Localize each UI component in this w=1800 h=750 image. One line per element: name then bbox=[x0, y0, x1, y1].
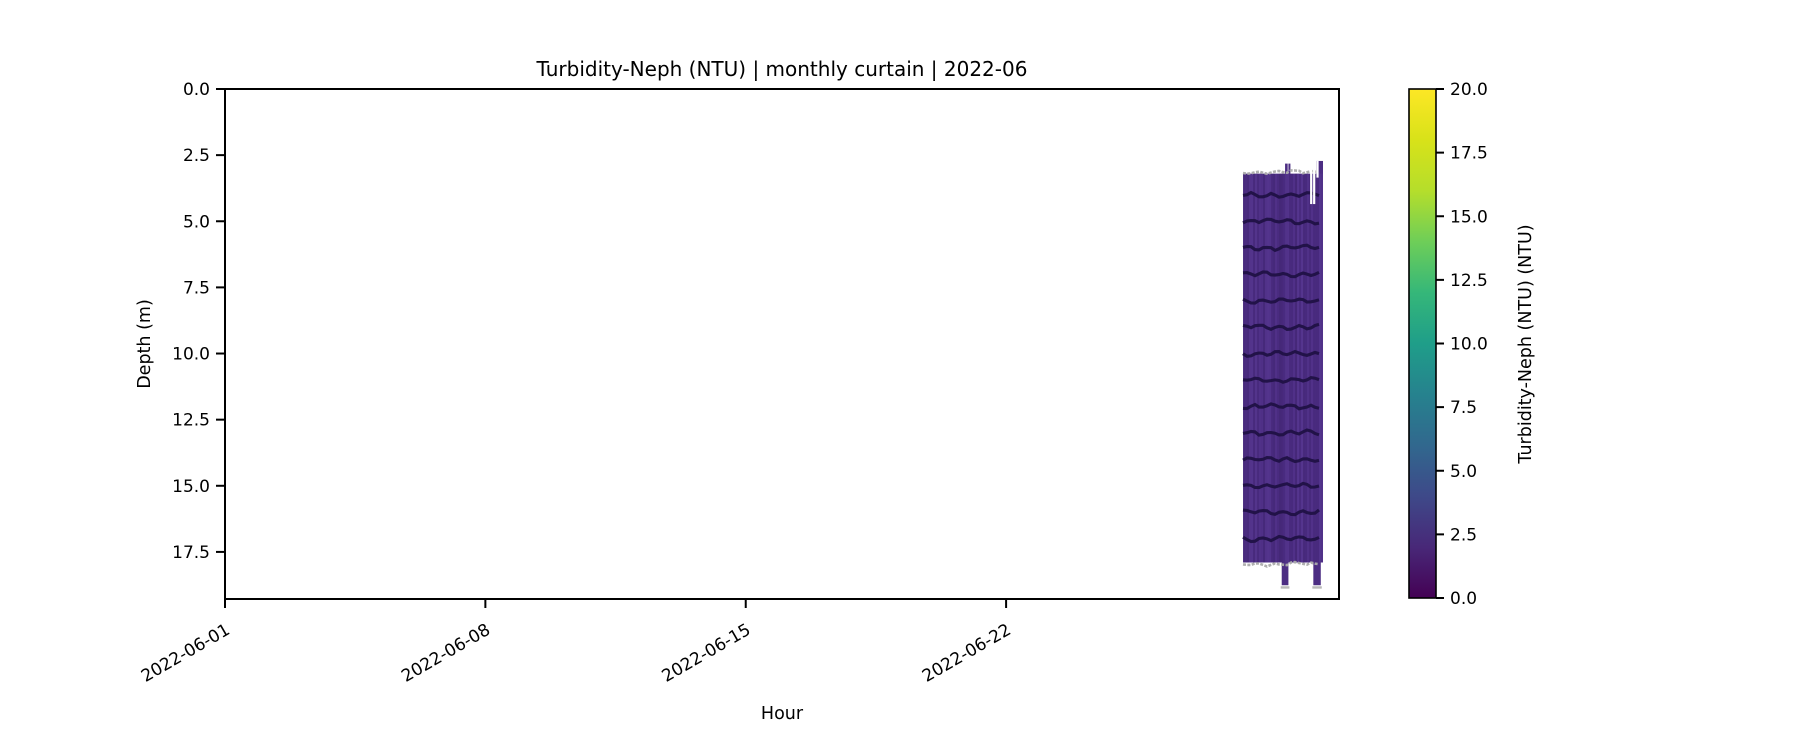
colorbar-tick-label: 0.0 bbox=[1450, 589, 1477, 609]
x-tick-label: 2022-06-01 bbox=[138, 620, 234, 687]
curtain-dark-band bbox=[1242, 456, 1320, 464]
x-tick-label: 2022-06-08 bbox=[398, 620, 494, 687]
colorbar-tick-label: 5.0 bbox=[1450, 462, 1477, 482]
curtain-dark-band bbox=[1242, 375, 1320, 384]
colorbar-tick-label: 17.5 bbox=[1450, 144, 1488, 164]
curtain-gap-slit bbox=[1316, 160, 1319, 178]
y-axis-label: Depth (m) bbox=[135, 299, 155, 389]
curtain-gap-slit bbox=[1310, 167, 1313, 205]
curtain-upspike bbox=[1316, 160, 1324, 176]
curtain-downspike bbox=[1281, 562, 1289, 586]
curtain-dark-band bbox=[1242, 534, 1320, 544]
colorbar-tick-label: 2.5 bbox=[1450, 525, 1477, 545]
x-axis-ticks: 2022-06-01 2022-06-08 2022-06-15 2022-06-22 bbox=[138, 599, 1015, 687]
colorbar-label: Turbidity-Neph (NTU) (NTU) bbox=[1516, 224, 1536, 464]
y-tick-label: 7.5 bbox=[183, 278, 210, 298]
curtain-dark-band bbox=[1242, 349, 1320, 358]
y-tick-label: 17.5 bbox=[172, 543, 210, 563]
colorbar-tick-label: 12.5 bbox=[1450, 271, 1488, 291]
curtain-upspike bbox=[1288, 163, 1291, 176]
x-axis-label: Hour bbox=[761, 704, 804, 724]
curtain-dark-band bbox=[1242, 481, 1320, 490]
curtain-dark-band bbox=[1242, 270, 1320, 279]
colorbar-tick-label: 10.0 bbox=[1450, 335, 1488, 355]
curtain-bottom-gray-line bbox=[1242, 560, 1320, 568]
y-tick-label: 12.5 bbox=[172, 411, 210, 431]
y-tick-label: 10.0 bbox=[172, 345, 210, 365]
y-tick-label: 2.5 bbox=[183, 146, 210, 166]
chart-title: Turbidity-Neph (NTU) | monthly curtain |… bbox=[536, 57, 1028, 81]
colorbar-tick-label: 15.0 bbox=[1450, 207, 1488, 227]
x-tick-label: 2022-06-15 bbox=[659, 620, 755, 687]
x-tick-label: 2022-06-22 bbox=[919, 620, 1015, 687]
y-axis-ticks: 0.0 2.5 5.0 7.5 10.0 12.5 15.0 17.5 bbox=[172, 80, 225, 563]
y-tick-label: 15.0 bbox=[172, 477, 210, 497]
curtain-dark-band bbox=[1242, 322, 1320, 331]
curtain-heatmap bbox=[1242, 160, 1324, 589]
y-tick-label: 5.0 bbox=[183, 212, 210, 232]
curtain-dark-band bbox=[1242, 190, 1320, 199]
curtain-downspike-gray-tip bbox=[1280, 586, 1290, 589]
curtain-base bbox=[1243, 173, 1324, 563]
curtain-dark-band bbox=[1242, 508, 1320, 517]
curtain-top-gray-line bbox=[1242, 169, 1320, 176]
curtain-dark-band bbox=[1242, 297, 1320, 305]
curtain-downspike-gray-tip bbox=[1312, 586, 1322, 589]
colorbar-tick-label: 20.0 bbox=[1450, 80, 1488, 100]
curtain-upspike bbox=[1285, 163, 1288, 176]
curtain-dark-band bbox=[1242, 402, 1320, 411]
colorbar: 0.0 2.5 5.0 7.5 10.0 12.5 15.0 17.5 20.0 bbox=[1408, 80, 1488, 609]
plot-area-spines bbox=[224, 88, 1340, 600]
curtain-dark-band bbox=[1242, 217, 1320, 226]
colorbar-gradient bbox=[1408, 88, 1437, 599]
curtain-dark-band bbox=[1242, 243, 1320, 253]
curtain-dark-band bbox=[1242, 428, 1320, 437]
curtain-gap-slit bbox=[1313, 167, 1316, 205]
curtain-downspike bbox=[1313, 562, 1321, 586]
colorbar-tick-label: 7.5 bbox=[1450, 398, 1477, 418]
y-tick-label: 0.0 bbox=[183, 80, 210, 100]
